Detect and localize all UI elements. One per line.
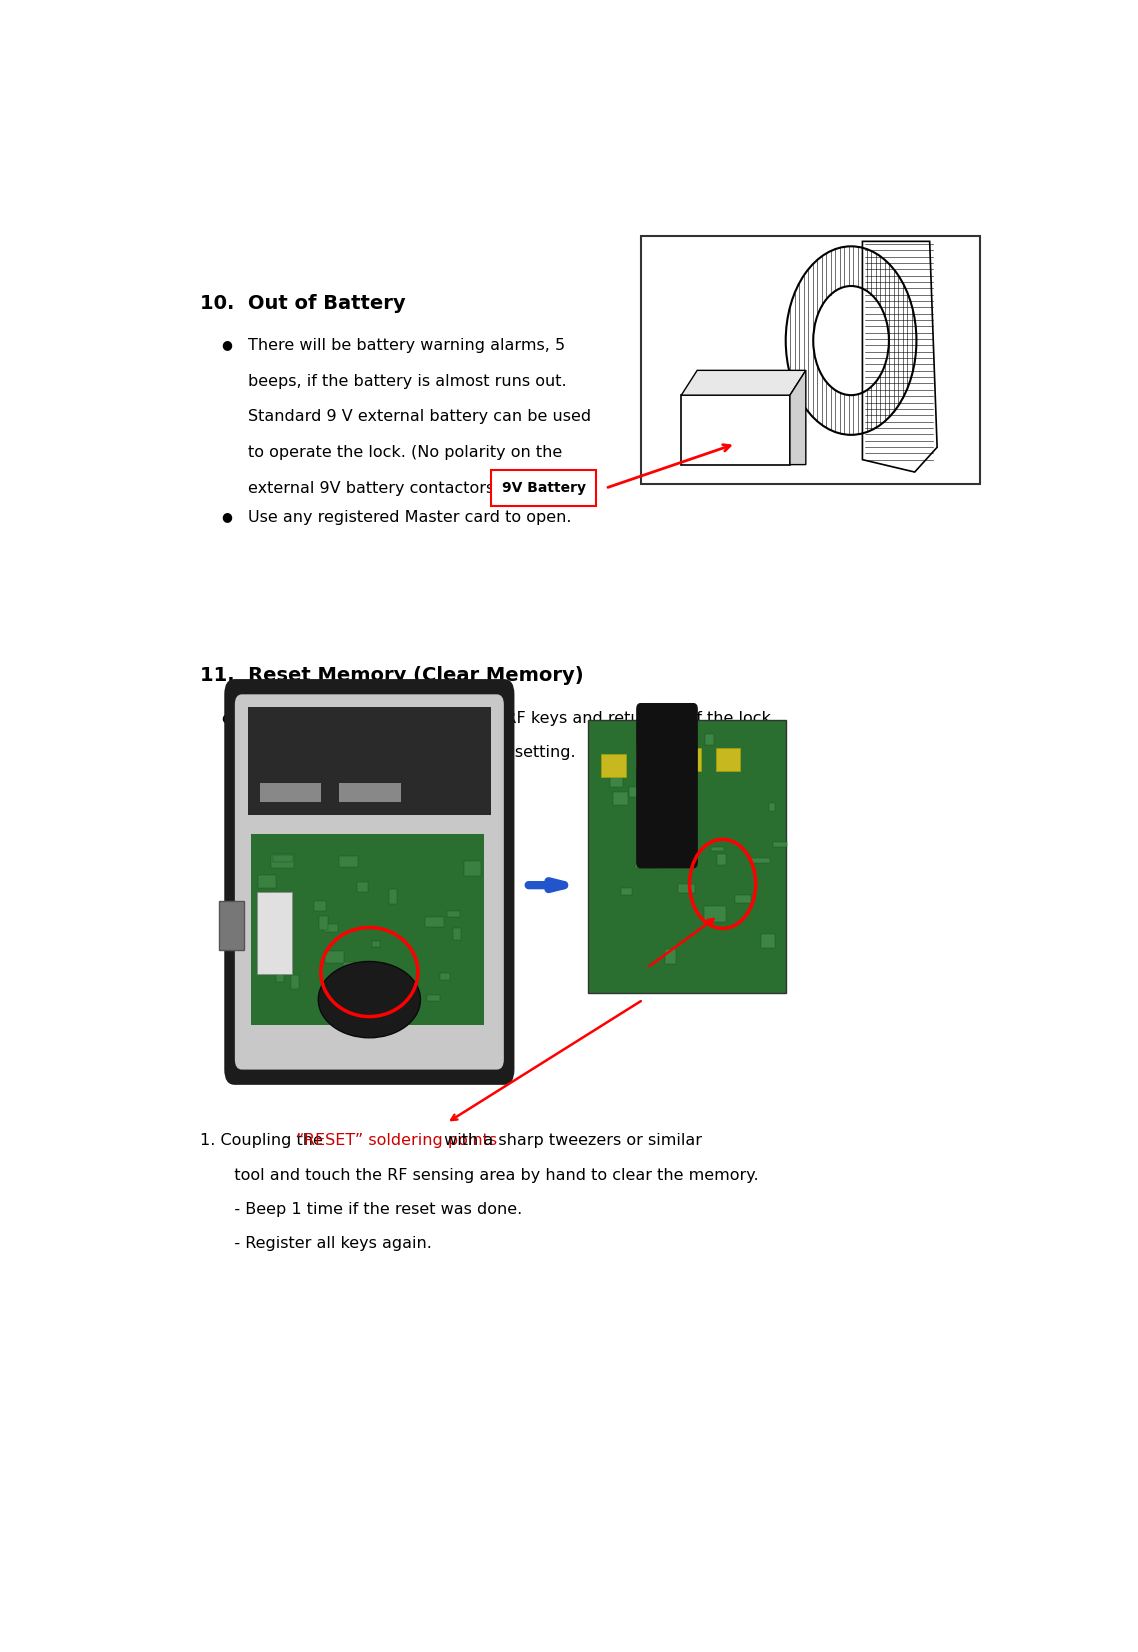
FancyBboxPatch shape <box>601 753 626 776</box>
FancyBboxPatch shape <box>769 803 775 811</box>
FancyBboxPatch shape <box>652 856 670 866</box>
Text: 9V Battery: 9V Battery <box>502 481 586 496</box>
Text: Standard 9 V external battery can be used: Standard 9 V external battery can be use… <box>248 410 592 425</box>
Text: 1. Coupling the: 1. Coupling the <box>199 1133 328 1148</box>
FancyBboxPatch shape <box>676 748 701 770</box>
Text: Possible to delete all registered RF keys and return all of the lock: Possible to delete all registered RF key… <box>248 710 770 725</box>
FancyBboxPatch shape <box>641 236 980 484</box>
FancyBboxPatch shape <box>717 854 726 864</box>
Ellipse shape <box>319 961 420 1037</box>
Text: tool and touch the RF sensing area by hand to clear the memory.: tool and touch the RF sensing area by ha… <box>218 1168 759 1183</box>
Polygon shape <box>790 370 806 464</box>
FancyBboxPatch shape <box>629 788 642 796</box>
FancyBboxPatch shape <box>339 856 358 867</box>
FancyBboxPatch shape <box>716 748 740 770</box>
FancyBboxPatch shape <box>357 882 368 892</box>
FancyBboxPatch shape <box>324 988 343 998</box>
FancyBboxPatch shape <box>378 971 399 985</box>
FancyBboxPatch shape <box>389 889 397 904</box>
FancyBboxPatch shape <box>391 983 404 991</box>
Text: There will be battery warning alarms, 5: There will be battery warning alarms, 5 <box>248 339 566 354</box>
FancyBboxPatch shape <box>613 791 628 805</box>
FancyBboxPatch shape <box>427 995 439 1001</box>
Polygon shape <box>863 241 937 472</box>
FancyBboxPatch shape <box>319 917 328 930</box>
FancyBboxPatch shape <box>645 843 662 856</box>
FancyBboxPatch shape <box>388 998 404 1006</box>
FancyBboxPatch shape <box>453 928 462 940</box>
FancyBboxPatch shape <box>750 857 770 864</box>
FancyBboxPatch shape <box>271 854 294 867</box>
FancyBboxPatch shape <box>314 900 325 912</box>
FancyBboxPatch shape <box>711 847 724 851</box>
FancyBboxPatch shape <box>372 942 380 947</box>
FancyBboxPatch shape <box>587 720 786 993</box>
FancyBboxPatch shape <box>273 854 292 862</box>
Text: to operate the lock. (No polarity on the: to operate the lock. (No polarity on the <box>248 444 562 459</box>
Text: with a sharp tweezers or similar: with a sharp tweezers or similar <box>439 1133 702 1148</box>
FancyBboxPatch shape <box>277 975 284 983</box>
FancyBboxPatch shape <box>258 876 277 887</box>
FancyBboxPatch shape <box>761 933 775 948</box>
FancyBboxPatch shape <box>324 923 338 932</box>
FancyBboxPatch shape <box>248 707 490 814</box>
Text: “RESET” soldering points: “RESET” soldering points <box>296 1133 496 1148</box>
Text: beeps, if the battery is almost runs out.: beeps, if the battery is almost runs out… <box>248 373 567 388</box>
FancyBboxPatch shape <box>234 694 504 1069</box>
Text: functions back to factory default setting.: functions back to factory default settin… <box>248 745 576 760</box>
FancyBboxPatch shape <box>666 948 676 965</box>
FancyBboxPatch shape <box>678 884 695 894</box>
FancyBboxPatch shape <box>490 471 596 506</box>
Text: - Beep 1 time if the reset was done.: - Beep 1 time if the reset was done. <box>218 1203 522 1218</box>
FancyBboxPatch shape <box>283 922 291 937</box>
FancyBboxPatch shape <box>706 733 715 745</box>
FancyBboxPatch shape <box>679 786 692 803</box>
FancyBboxPatch shape <box>424 917 444 927</box>
FancyBboxPatch shape <box>635 864 657 869</box>
FancyBboxPatch shape <box>621 887 633 895</box>
FancyBboxPatch shape <box>735 895 751 902</box>
FancyBboxPatch shape <box>703 907 726 922</box>
Text: external 9V battery contactors): external 9V battery contactors) <box>248 481 501 496</box>
FancyBboxPatch shape <box>325 952 344 963</box>
FancyBboxPatch shape <box>224 679 514 1085</box>
FancyBboxPatch shape <box>464 861 480 876</box>
FancyBboxPatch shape <box>259 783 321 803</box>
Text: ●: ● <box>222 510 232 524</box>
Text: ●: ● <box>222 710 232 724</box>
FancyBboxPatch shape <box>447 912 460 917</box>
FancyBboxPatch shape <box>774 843 787 847</box>
FancyBboxPatch shape <box>636 745 661 768</box>
FancyBboxPatch shape <box>339 783 401 803</box>
FancyBboxPatch shape <box>218 902 244 950</box>
Text: 10.  Out of Battery: 10. Out of Battery <box>199 294 405 312</box>
FancyBboxPatch shape <box>343 961 363 971</box>
FancyBboxPatch shape <box>250 834 485 1024</box>
FancyBboxPatch shape <box>610 775 624 786</box>
Text: 11.  Reset Memory (Clear Memory): 11. Reset Memory (Clear Memory) <box>199 666 583 686</box>
Text: - Register all keys again.: - Register all keys again. <box>218 1236 431 1251</box>
FancyBboxPatch shape <box>682 395 790 464</box>
FancyBboxPatch shape <box>291 975 299 988</box>
Text: Use any registered Master card to open.: Use any registered Master card to open. <box>248 510 571 525</box>
Text: ●: ● <box>222 339 232 352</box>
FancyBboxPatch shape <box>440 973 451 980</box>
Polygon shape <box>682 370 806 395</box>
FancyBboxPatch shape <box>636 704 698 869</box>
FancyBboxPatch shape <box>257 892 292 975</box>
FancyBboxPatch shape <box>663 847 676 862</box>
